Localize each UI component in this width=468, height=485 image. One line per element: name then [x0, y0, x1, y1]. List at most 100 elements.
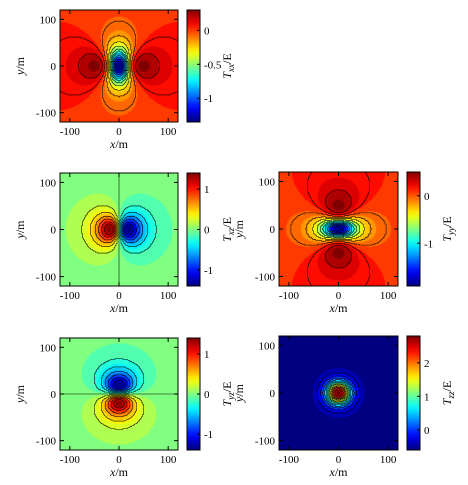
x-axis-label: x/m: [109, 301, 129, 315]
colorbar-label-tail: /E: [220, 217, 234, 228]
x-tick-label: -100: [279, 290, 300, 302]
y-axis-label-var: y: [232, 396, 246, 403]
y-axis-label: y/m: [13, 56, 27, 76]
contour-path: [60, 358, 178, 430]
x-axis-label: x/m: [109, 465, 129, 479]
chart-panel-Tzz: -100 0 100 100 0 -100 x/m y/m 2 1 0 Tzz/E: [232, 335, 456, 479]
x-tick-label: -100: [60, 454, 81, 466]
contour-lines: [60, 358, 178, 430]
colorbar: [406, 335, 421, 451]
y-tick-label: 100: [40, 342, 57, 354]
colorbar-tick-label: -1: [204, 429, 213, 441]
x-axis-label-unit: /m: [115, 465, 128, 479]
x-tick-label: -100: [279, 454, 300, 466]
x-axis-label: x/m: [329, 465, 349, 479]
colorbar-label-sub: xx: [226, 64, 236, 73]
x-tick-label: 0: [336, 290, 342, 302]
y-axis-label: y/m: [13, 384, 27, 404]
y-tick-label: -100: [255, 272, 276, 284]
y-tick-label: 100: [259, 341, 276, 353]
y-tick-label: -100: [255, 436, 276, 448]
colorbar-tick-label: -0.5: [204, 59, 222, 71]
colorbar: [406, 171, 421, 287]
colorbar-tick-label: 2: [424, 358, 430, 370]
colorbar-label-tail: /E: [220, 382, 234, 393]
colorbar-tick-label: -1: [204, 93, 213, 105]
colorbar-label-sub: yz: [226, 392, 236, 401]
colorbar-tick-label: 0: [204, 25, 210, 37]
x-tick-label: 0: [116, 126, 122, 138]
x-tick-label: 0: [336, 454, 342, 466]
colorbar-label-main: T: [220, 71, 234, 79]
y-axis-label-unit: /m: [232, 219, 246, 232]
heatmap-image: [279, 172, 398, 286]
x-axis-label-unit: /m: [335, 301, 348, 315]
y-tick-label: 100: [259, 177, 276, 189]
x-axis-label-var: x: [109, 301, 116, 315]
colorbar: [186, 9, 201, 123]
colorbar-tick-label: -1: [204, 265, 213, 277]
x-axis-label-unit: /m: [335, 465, 348, 479]
colorbar-tick-label: 0: [204, 389, 210, 401]
colorbar-label-main: T: [220, 398, 234, 406]
y-tick-label: 100: [40, 14, 57, 26]
y-axis-label-var: y: [13, 233, 27, 240]
colorbar-label-main: T: [440, 234, 454, 242]
x-tick-label: -100: [60, 126, 81, 138]
colorbar-tick-label: 0: [204, 225, 210, 237]
x-tick-label: 100: [160, 126, 177, 138]
colorbar-tick-label: 0: [424, 425, 430, 437]
y-axis-label-var: y: [232, 232, 246, 239]
x-tick-label: 100: [160, 290, 177, 302]
y-axis-label-var: y: [13, 397, 27, 404]
heatmap-image: [279, 336, 398, 450]
x-tick-label: 0: [116, 290, 122, 302]
colorbar-tick-label: 1: [204, 184, 210, 196]
y-axis-label-unit: /m: [13, 384, 27, 397]
colorbar-tick-label: -1: [424, 238, 433, 250]
x-axis-label-unit: /m: [115, 301, 128, 315]
colorbar-tick-label: 1: [424, 391, 430, 403]
x-axis-label: x/m: [109, 137, 129, 151]
x-axis-label-var: x: [329, 465, 336, 479]
y-axis-label-unit: /m: [13, 220, 27, 233]
colorbar-label: Txx/E: [220, 53, 236, 78]
y-axis-label: y/m: [232, 383, 246, 403]
colorbar-label-main: T: [440, 397, 454, 405]
y-tick-label: -100: [36, 436, 57, 448]
y-axis-label-var: y: [13, 69, 27, 76]
colorbar-tick-label: 0: [424, 191, 430, 203]
colorbar-label: Tzz/E: [440, 381, 456, 405]
y-tick-label: 0: [51, 389, 57, 401]
y-tick-label: 0: [270, 388, 276, 400]
contour-lines: [317, 372, 360, 414]
x-tick-label: -100: [60, 290, 81, 302]
colorbar-label: Tyz/E: [220, 382, 236, 407]
contour-path: [317, 372, 360, 414]
x-axis-label-unit: /m: [115, 137, 128, 151]
heatmap-image: [60, 10, 178, 122]
x-axis-label-var: x: [109, 137, 116, 151]
y-axis-label: y/m: [232, 219, 246, 239]
y-axis-label-unit: /m: [13, 56, 27, 69]
colorbar-label-sub: xz: [226, 227, 236, 236]
y-axis-label: y/m: [13, 220, 27, 240]
colorbar-label: Tyy/E: [440, 216, 456, 241]
colorbar-label-sub: yy: [446, 227, 456, 236]
colorbar-label-tail: /E: [220, 53, 234, 64]
x-tick-label: 100: [380, 290, 397, 302]
x-tick-label: 0: [116, 454, 122, 466]
x-tick-label: 100: [380, 454, 397, 466]
y-tick-label: 0: [270, 224, 276, 236]
y-tick-label: -100: [36, 108, 57, 120]
x-axis-label-var: x: [329, 301, 336, 315]
contour-lines: [60, 20, 178, 112]
y-tick-label: 0: [51, 225, 57, 237]
colorbar-label-tail: /E: [440, 216, 454, 227]
contour-path: [60, 20, 178, 112]
x-axis-label-var: x: [109, 465, 116, 479]
